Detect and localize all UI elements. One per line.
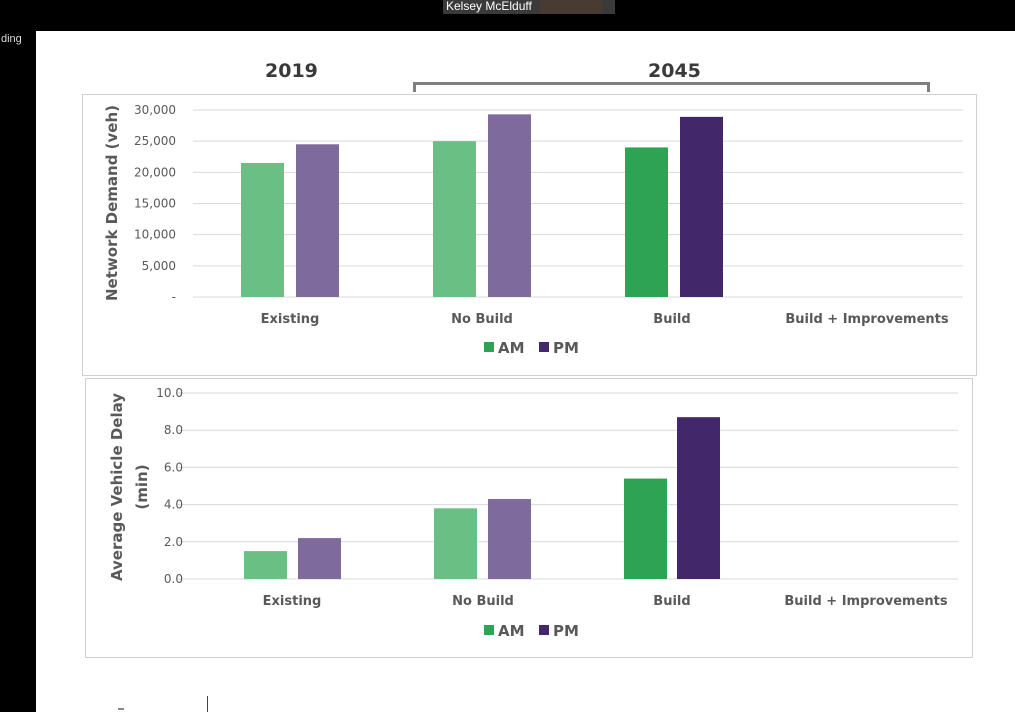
network-demand-chart: - 5,000 10,000 15,000 20,000 25,000 30,000 Netw… (103, 103, 963, 357)
legend-pm-swatch (539, 625, 549, 635)
speaker-video-thumbnail (540, 0, 602, 14)
category-label: Existing (263, 594, 322, 609)
legend-pm-swatch (539, 342, 549, 352)
category-label: Build + Improvements (784, 594, 947, 609)
bar-pm-2 (677, 417, 720, 579)
y-tick-label: 0.0 (164, 572, 183, 586)
bar-pm-1 (488, 114, 531, 297)
vehicle-delay-chart: 0.0 2.0 4.0 6.0 8.0 10.0 Average Vehicle Delay… (108, 386, 958, 640)
category-label: Existing (261, 312, 320, 327)
bar-am-2 (624, 478, 667, 579)
y-tick-label: 30,000 (134, 103, 176, 117)
legend-am-swatch (484, 625, 494, 635)
recording-label: ding (1, 33, 22, 45)
vehicle-delay-chart-panel: 0.0 2.0 4.0 6.0 8.0 10.0 Average Vehicle Delay… (85, 378, 973, 658)
legend-pm-label: PM (553, 339, 579, 357)
bar-pm-0 (298, 538, 341, 579)
bar-am-2 (625, 147, 668, 297)
network-demand-chart-panel: - 5,000 10,000 15,000 20,000 25,000 30,000 Netw… (82, 94, 977, 376)
legend-pm-label: PM (553, 622, 579, 640)
text-cursor (207, 696, 208, 712)
bar-am-0 (241, 162, 284, 297)
y-tick-label: 10,000 (134, 228, 176, 242)
legend-am-swatch (484, 342, 494, 352)
year-2019-label: 2019 (265, 60, 318, 82)
y-tick-label: 2.0 (164, 535, 183, 549)
bar-am-1 (434, 508, 477, 579)
bar-am-0 (244, 551, 287, 579)
bar-pm-0 (296, 144, 339, 297)
slide-fragment (118, 708, 124, 710)
year-2045-label: 2045 (648, 60, 701, 82)
category-label: Build + Improvements (785, 312, 948, 327)
year-2045-bracket (413, 82, 930, 92)
y-tick-label: - (172, 290, 176, 304)
y-tick-label: 15,000 (134, 197, 176, 211)
y-tick-label: 25,000 (134, 134, 176, 148)
category-label: No Build (452, 594, 514, 609)
y-tick-label: 8.0 (164, 423, 183, 437)
bar-am-1 (433, 141, 476, 297)
y-tick-label: 5,000 (142, 259, 176, 273)
bar-pm-1 (488, 499, 531, 579)
y-axis-label: Average Vehicle Delay (108, 393, 126, 581)
y-tick-label: 6.0 (164, 460, 183, 474)
category-label: No Build (451, 312, 513, 327)
category-label: Build (653, 312, 690, 327)
y-axis-label: Network Demand (veh) (103, 105, 121, 301)
y-tick-label: 10.0 (156, 386, 183, 400)
bar-pm-2 (680, 116, 723, 298)
legend-am-label: AM (498, 622, 525, 640)
y-tick-label: 20,000 (134, 165, 176, 179)
y-tick-label: 4.0 (164, 498, 183, 512)
speaker-name-label: Kelsey McElduff (446, 0, 532, 13)
legend-am-label: AM (498, 339, 525, 357)
left-side-strip (0, 31, 36, 712)
y-axis-label-units: (min) (133, 464, 151, 509)
category-label: Build (653, 594, 690, 609)
